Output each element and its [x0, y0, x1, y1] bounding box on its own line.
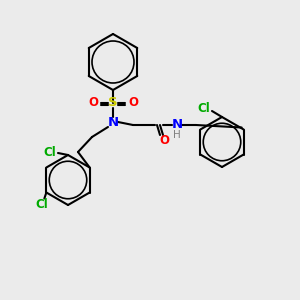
Text: Cl: Cl — [35, 198, 48, 211]
Text: Cl: Cl — [198, 103, 210, 116]
Text: N: N — [171, 118, 183, 131]
Text: O: O — [128, 97, 138, 110]
Text: O: O — [159, 134, 169, 148]
Text: Cl: Cl — [44, 146, 56, 158]
Text: N: N — [107, 116, 118, 128]
Text: O: O — [88, 97, 98, 110]
Text: H: H — [173, 130, 181, 140]
Text: S: S — [108, 97, 118, 110]
